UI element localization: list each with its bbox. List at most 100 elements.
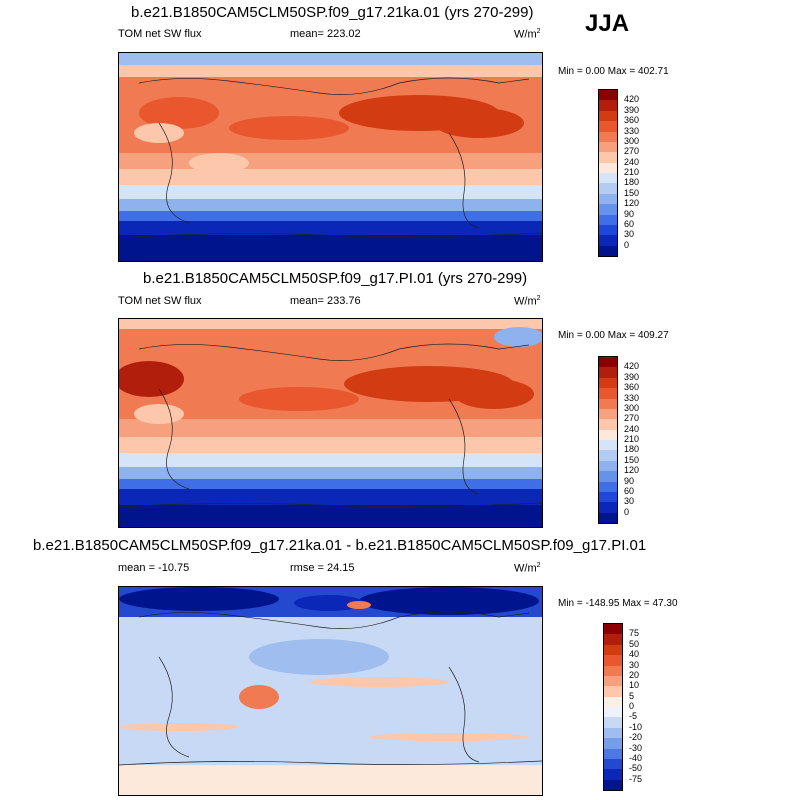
colorbar-tick-label: 420	[624, 361, 640, 372]
colorbar-segment	[599, 460, 617, 472]
colorbar-tick-label: 40	[629, 649, 640, 660]
colorbar-segment	[599, 224, 617, 236]
colorbar-segment	[604, 696, 622, 707]
colorbar-segment	[599, 110, 617, 122]
colorbar-segment	[604, 738, 622, 749]
colorbar-segment	[604, 727, 622, 739]
colorbar-segment	[599, 491, 617, 503]
colorbar-tick-label: 390	[624, 104, 640, 115]
colorbar-tick-label: 270	[624, 146, 640, 157]
colorbar-tick-label: 240	[624, 423, 640, 434]
colorbar-segment	[604, 686, 622, 697]
colorbar-tick-label: 330	[624, 125, 640, 136]
panel-2-colorbar	[598, 356, 618, 524]
colorbar-tick-label: 60	[624, 218, 635, 229]
colorbar-tick-label: 0	[624, 239, 630, 250]
colorbar-segment	[599, 429, 617, 440]
panel-2-map	[118, 318, 543, 528]
colorbar-segment	[604, 655, 622, 666]
colorbar-tick-label: 150	[624, 187, 640, 198]
colorbar-segment	[604, 769, 622, 780]
panel-2-units: W/m2	[514, 295, 541, 308]
colorbar-segment	[599, 450, 617, 461]
colorbar-tick-label: 30	[629, 659, 640, 670]
colorbar-segment	[599, 235, 617, 246]
colorbar-tick-label: 50	[629, 638, 640, 649]
colorbar-segment	[599, 121, 617, 132]
panel-3-mean-label: mean = -10.75	[118, 562, 190, 574]
colorbar-tick-label: 0	[624, 506, 630, 517]
colorbar-tick-label: 180	[624, 444, 640, 455]
colorbar-tick-label: 120	[624, 198, 640, 209]
colorbar-segment	[599, 357, 617, 368]
colorbar-tick-label: -5	[629, 711, 638, 722]
colorbar-tick-label: -20	[629, 732, 643, 743]
colorbar-tick-label: -50	[629, 763, 643, 774]
season-label: JJA	[585, 10, 630, 37]
colorbar-tick-label: 300	[624, 135, 640, 146]
colorbar-segment	[604, 675, 622, 687]
colorbar-segment	[599, 90, 617, 101]
colorbar-tick-label: 420	[624, 94, 640, 105]
colorbar-tick-label: 210	[624, 434, 640, 444]
colorbar-segment	[604, 748, 622, 759]
panel-2-minmax: Min = 0.00 Max = 409.27	[558, 330, 669, 341]
colorbar-tick-label: -30	[629, 742, 643, 753]
colorbar-segment	[599, 131, 617, 142]
colorbar-tick-label: 240	[624, 156, 640, 167]
colorbar-segment	[604, 634, 622, 645]
colorbar-segment	[599, 502, 617, 513]
colorbar-segment	[599, 204, 617, 215]
colorbar-tick-label: 180	[624, 177, 640, 188]
colorbar-tick-label: 30	[624, 229, 635, 240]
colorbar-segment	[599, 440, 617, 451]
colorbar-tick-label: 90	[624, 475, 635, 486]
panel-3-title: b.e21.B1850CAM5CLM50SP.f09_g17.21ka.01 -…	[33, 537, 647, 554]
colorbar-segment	[604, 758, 622, 770]
colorbar-segment	[604, 779, 622, 790]
panel-2-mean-label: mean= 233.76	[290, 295, 361, 307]
colorbar-segment	[604, 665, 622, 676]
colorbar-segment	[599, 245, 617, 256]
colorbar-segment	[599, 408, 617, 420]
colorbar-tick-label: 20	[629, 669, 640, 680]
colorbar-tick-label: 270	[624, 413, 640, 424]
colorbar-segment	[599, 100, 617, 111]
colorbar-tick-label: 330	[624, 392, 640, 403]
colorbar-tick-label: 0	[629, 701, 635, 711]
colorbar-segment	[599, 377, 617, 389]
panel-3-map	[118, 586, 543, 796]
colorbar-segment	[599, 367, 617, 378]
panel-1-units: W/m2	[514, 28, 541, 41]
panel-2-title: b.e21.B1850CAM5CLM50SP.f09_g17.PI.01 (yr…	[143, 270, 528, 287]
colorbar-segment	[599, 419, 617, 430]
colorbar-tick-label: 90	[624, 208, 635, 219]
panel-1-title: b.e21.B1850CAM5CLM50SP.f09_g17.21ka.01 (…	[131, 4, 534, 21]
colorbar-tick-label: -75	[629, 773, 643, 784]
panel-3-minmax: Min = -148.95 Max = 47.30	[558, 598, 678, 609]
colorbar-tick-label: 10	[629, 680, 640, 691]
colorbar-segment	[599, 481, 617, 492]
colorbar-tick-label: 5	[629, 690, 635, 701]
panel-1-map	[118, 52, 543, 262]
colorbar-segment	[599, 183, 617, 194]
colorbar-tick-label: 30	[624, 496, 635, 507]
colorbar-segment	[599, 214, 617, 225]
colorbar-tick-label: 150	[624, 454, 640, 465]
colorbar-segment	[604, 644, 622, 656]
colorbar-segment	[599, 512, 617, 523]
colorbar-segment	[599, 152, 617, 163]
colorbar-tick-label: -40	[629, 752, 643, 763]
panel-1-variable-label: TOM net SW flux	[118, 28, 202, 40]
colorbar-segment	[599, 398, 617, 409]
colorbar-segment	[599, 141, 617, 153]
colorbar-tick-label: 360	[624, 382, 640, 393]
colorbar-segment	[599, 193, 617, 205]
panel-1-minmax: Min = 0.00 Max = 402.71	[558, 66, 669, 77]
panel-1-colorbar	[598, 89, 618, 257]
colorbar-tick-label: -10	[629, 721, 643, 732]
panel-3-units: W/m2	[514, 562, 541, 575]
colorbar-segment	[604, 707, 622, 718]
panel-3-rmse-label: rmse = 24.15	[290, 562, 355, 574]
colorbar-segment	[599, 162, 617, 173]
